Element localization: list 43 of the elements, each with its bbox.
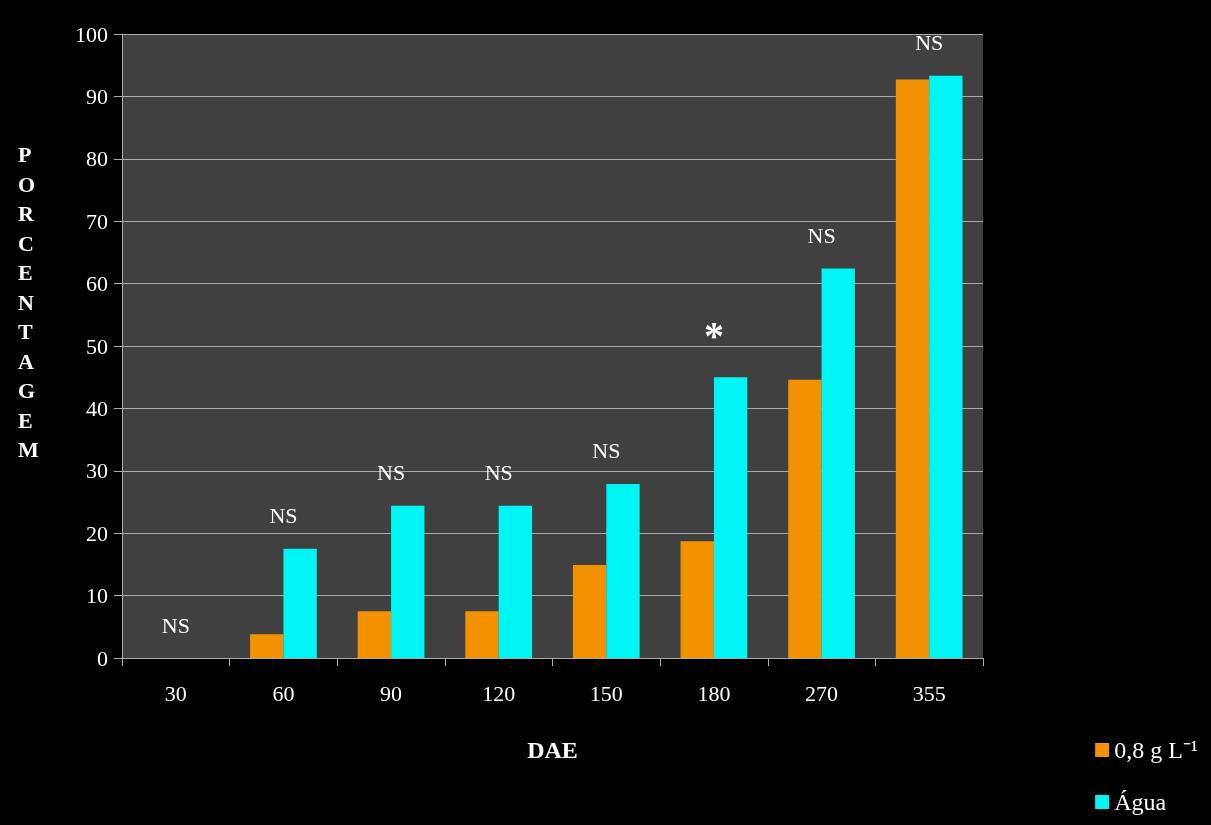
annotation: NS (161, 612, 190, 638)
y-tick-label: 40 (86, 395, 108, 421)
y-tick-label: 0 (97, 645, 108, 671)
annotation: NS (592, 438, 621, 464)
x-tick-label: 180 (697, 680, 731, 706)
bar (929, 75, 963, 658)
bar (357, 611, 392, 658)
y-tick-label: 90 (86, 83, 108, 109)
y-tick-label: 70 (86, 208, 108, 234)
bar (283, 548, 317, 658)
y-tick-label: 30 (86, 458, 108, 484)
bar (680, 541, 714, 658)
bar (788, 379, 822, 658)
legend-label: 0,8 g L⁻¹ (1114, 737, 1198, 763)
y-tick-label: 20 (86, 520, 108, 546)
x-tick-label: 150 (589, 680, 623, 706)
bar (250, 634, 284, 658)
legend-label: Água (1114, 789, 1167, 815)
x-tick-label: 120 (482, 680, 516, 706)
y-tick-label: 60 (86, 271, 108, 297)
y-tick-label: 10 (86, 583, 108, 609)
y-tick-label: 50 (86, 333, 108, 359)
annotation: * (703, 312, 724, 358)
text: PORCENTAGEM (18, 142, 39, 463)
bar (498, 505, 533, 658)
bar (895, 79, 930, 658)
x-tick-label: 270 (805, 680, 839, 706)
bar (606, 483, 640, 658)
annotation: NS (269, 503, 298, 529)
x-tick-label: 60 (272, 680, 295, 706)
annotation: NS (915, 30, 944, 56)
x-axis-title: DAE (527, 737, 578, 763)
x-tick-label: 90 (380, 680, 403, 706)
bar (572, 565, 607, 658)
bar (465, 611, 499, 658)
y-tick-label: 80 (86, 146, 108, 172)
bar (713, 377, 748, 658)
y-tick-label: 100 (75, 21, 108, 47)
x-tick-label: 355 (912, 680, 946, 706)
bar (821, 268, 855, 658)
annotation: NS (807, 223, 836, 249)
x-tick-label: 30 (164, 680, 187, 706)
bar (391, 505, 425, 658)
